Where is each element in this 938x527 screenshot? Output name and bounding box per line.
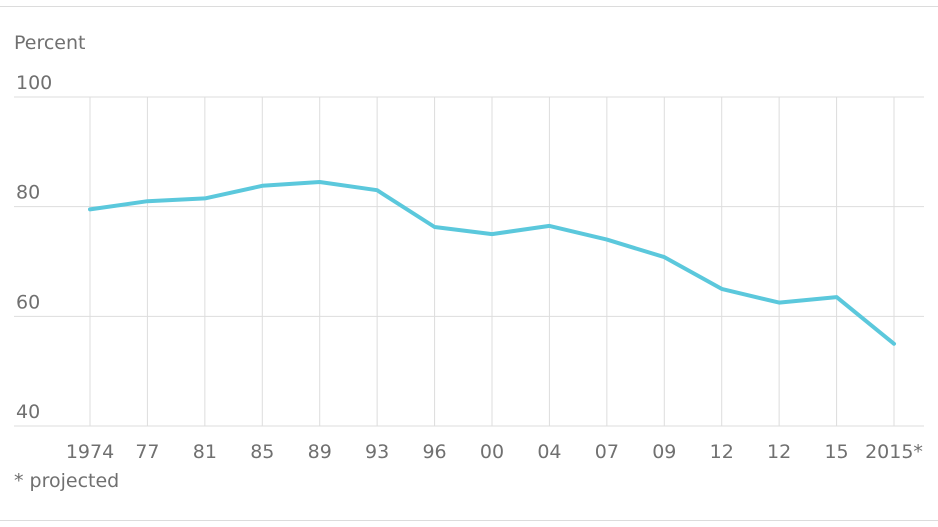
x-tick-label: 81 (193, 441, 217, 463)
x-tick-label: 2015* (865, 441, 923, 463)
y-tick-label: 80 (16, 182, 40, 204)
x-tick-label: 12 (710, 441, 734, 463)
x-tick-label: 09 (652, 441, 676, 463)
x-tick-label: 1974 (66, 441, 114, 463)
x-tick-label: 15 (824, 441, 848, 463)
x-tick-label: 93 (365, 441, 389, 463)
x-tick-label: 89 (308, 441, 332, 463)
x-tick-label: 04 (537, 441, 561, 463)
bottom-rule (0, 520, 938, 521)
x-tick-label: 96 (422, 441, 446, 463)
series-line (88, 180, 896, 346)
x-tick-label: 12 (767, 441, 791, 463)
y-tick-label: 40 (16, 401, 40, 423)
y-axis-label: Percent (14, 32, 86, 54)
y-tick-label: 100 (16, 72, 52, 94)
y-tick-label: 60 (16, 291, 40, 313)
x-tick-label: 07 (595, 441, 619, 463)
top-rule (0, 6, 938, 7)
x-tick-label: 77 (135, 441, 159, 463)
footnote: * projected (14, 470, 120, 492)
x-tick-label: 00 (480, 441, 504, 463)
x-tick-label: 85 (250, 441, 274, 463)
